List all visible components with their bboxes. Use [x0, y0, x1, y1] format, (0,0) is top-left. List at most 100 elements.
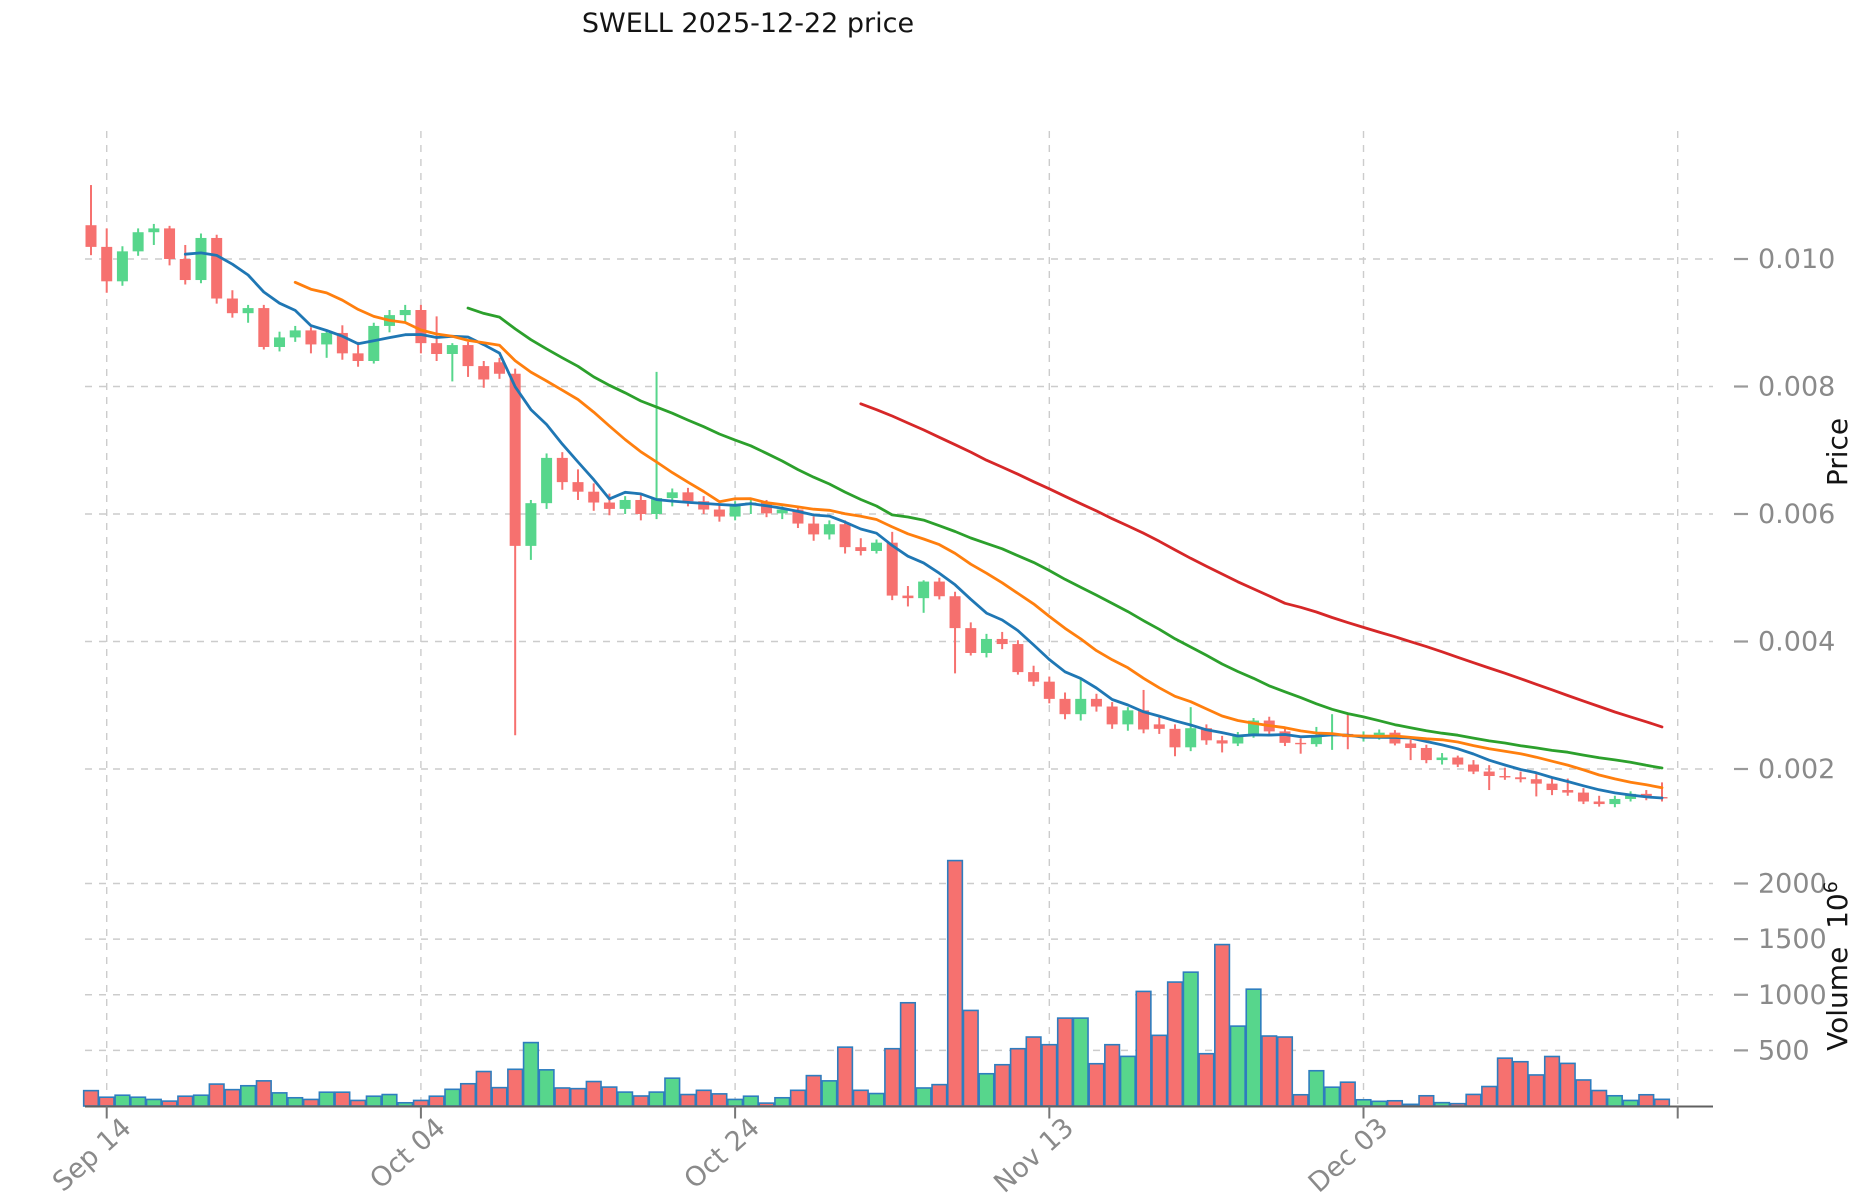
volume-bar	[1198, 1052, 1215, 1107]
candle-body	[116, 251, 128, 282]
candle	[541, 453, 553, 509]
candle	[1090, 693, 1102, 712]
candle-body	[823, 524, 835, 535]
volume-bar	[632, 1095, 649, 1107]
volume-bar	[255, 1080, 272, 1107]
candle-body	[101, 246, 113, 282]
candle-body	[871, 542, 882, 551]
candle	[179, 244, 191, 285]
candle-body	[965, 628, 977, 653]
volume-bar	[915, 1087, 932, 1107]
candle	[1106, 702, 1118, 729]
candle	[1405, 739, 1417, 761]
candle-body	[1295, 742, 1307, 745]
candle	[1515, 771, 1527, 783]
candle-body	[588, 491, 600, 503]
volume-bar	[145, 1098, 162, 1107]
candle	[321, 330, 333, 358]
candle	[1295, 738, 1307, 754]
candle	[1153, 716, 1165, 734]
candles	[85, 185, 1668, 808]
candle	[116, 246, 128, 286]
candle	[446, 343, 458, 382]
volume-bar	[899, 1001, 917, 1107]
candle	[1028, 665, 1040, 687]
candle-body	[1043, 681, 1055, 699]
candle	[1609, 795, 1621, 808]
candle	[1326, 714, 1338, 750]
candle-body	[572, 482, 584, 492]
candle-body	[1436, 757, 1448, 761]
candle	[195, 233, 207, 284]
candle	[855, 538, 867, 556]
volume-bar	[1009, 1047, 1026, 1107]
volume-bar	[1119, 1055, 1136, 1107]
volume-bar	[1261, 1035, 1278, 1107]
volume-bar	[664, 1077, 681, 1107]
volume-bar	[1056, 1017, 1074, 1107]
candle	[226, 290, 238, 318]
candle	[525, 499, 537, 560]
candle-body	[1373, 732, 1385, 736]
candle-body	[1075, 698, 1087, 715]
candle	[1043, 676, 1055, 704]
price-tick-label: 0.010	[1758, 244, 1835, 275]
x-axis: Sep 14 Oct 04 Oct 24 Nov 13 Dec 03	[47, 1105, 1713, 1199]
price-tick-label: 0.004	[1758, 627, 1835, 658]
volume-axis-label-word: Volume	[1821, 947, 1854, 1051]
candle-body	[855, 547, 867, 551]
volume-bar	[1481, 1085, 1498, 1107]
volume-bar	[679, 1093, 697, 1107]
candle-body	[933, 581, 945, 597]
volume-bar	[1606, 1094, 1623, 1107]
volume-bar	[836, 1046, 854, 1107]
candle	[1483, 765, 1495, 791]
volume-bar	[1104, 1043, 1121, 1107]
candle	[886, 531, 898, 601]
candle-body	[431, 343, 443, 354]
candle-body	[1467, 764, 1479, 772]
candle	[1122, 707, 1134, 731]
chart-title: SWELL 2025-12-22 price	[582, 8, 914, 39]
volume-bar	[459, 1082, 477, 1107]
candle-body	[493, 362, 505, 374]
volume-bar	[1433, 1101, 1451, 1107]
candle-body	[1232, 734, 1244, 744]
candle-body	[1530, 779, 1542, 784]
volume-bar	[271, 1092, 288, 1107]
candle	[698, 496, 710, 514]
volume-bar	[177, 1095, 194, 1107]
date-tick-label: Dec 03	[1303, 1112, 1394, 1199]
candle-body	[1185, 728, 1197, 748]
volume-bar	[1308, 1069, 1325, 1107]
candle-body	[525, 503, 537, 546]
price-axis-label: Price	[1821, 418, 1854, 486]
volume-axis-label: Volume 106	[1820, 881, 1854, 1051]
candle-body	[980, 638, 992, 653]
date-tick-label: Sep 14	[47, 1112, 137, 1198]
volume-bar	[1465, 1093, 1482, 1107]
volume-bar	[114, 1094, 131, 1107]
volume-bar	[1653, 1098, 1671, 1107]
candle-body	[1122, 710, 1134, 725]
candle-body	[1593, 801, 1605, 805]
candle-body	[478, 366, 490, 380]
candle-body	[1012, 644, 1024, 673]
candle	[274, 331, 286, 352]
price-tick-label: 0.008	[1758, 372, 1835, 403]
candle-body	[274, 337, 286, 347]
candle	[1625, 791, 1637, 802]
candle-body	[336, 332, 348, 354]
volume-bar	[868, 1092, 885, 1107]
volume-bar	[1229, 1025, 1246, 1107]
volume-bar	[381, 1093, 398, 1107]
candle-body	[918, 581, 930, 599]
volume-bar	[711, 1093, 728, 1107]
candle	[808, 516, 820, 541]
candle	[132, 228, 144, 256]
volume-bar	[1276, 1036, 1294, 1107]
candle-body	[148, 228, 160, 233]
ma-line-ma25	[466, 306, 1664, 770]
candle	[996, 631, 1008, 650]
volume-bar	[287, 1096, 304, 1107]
